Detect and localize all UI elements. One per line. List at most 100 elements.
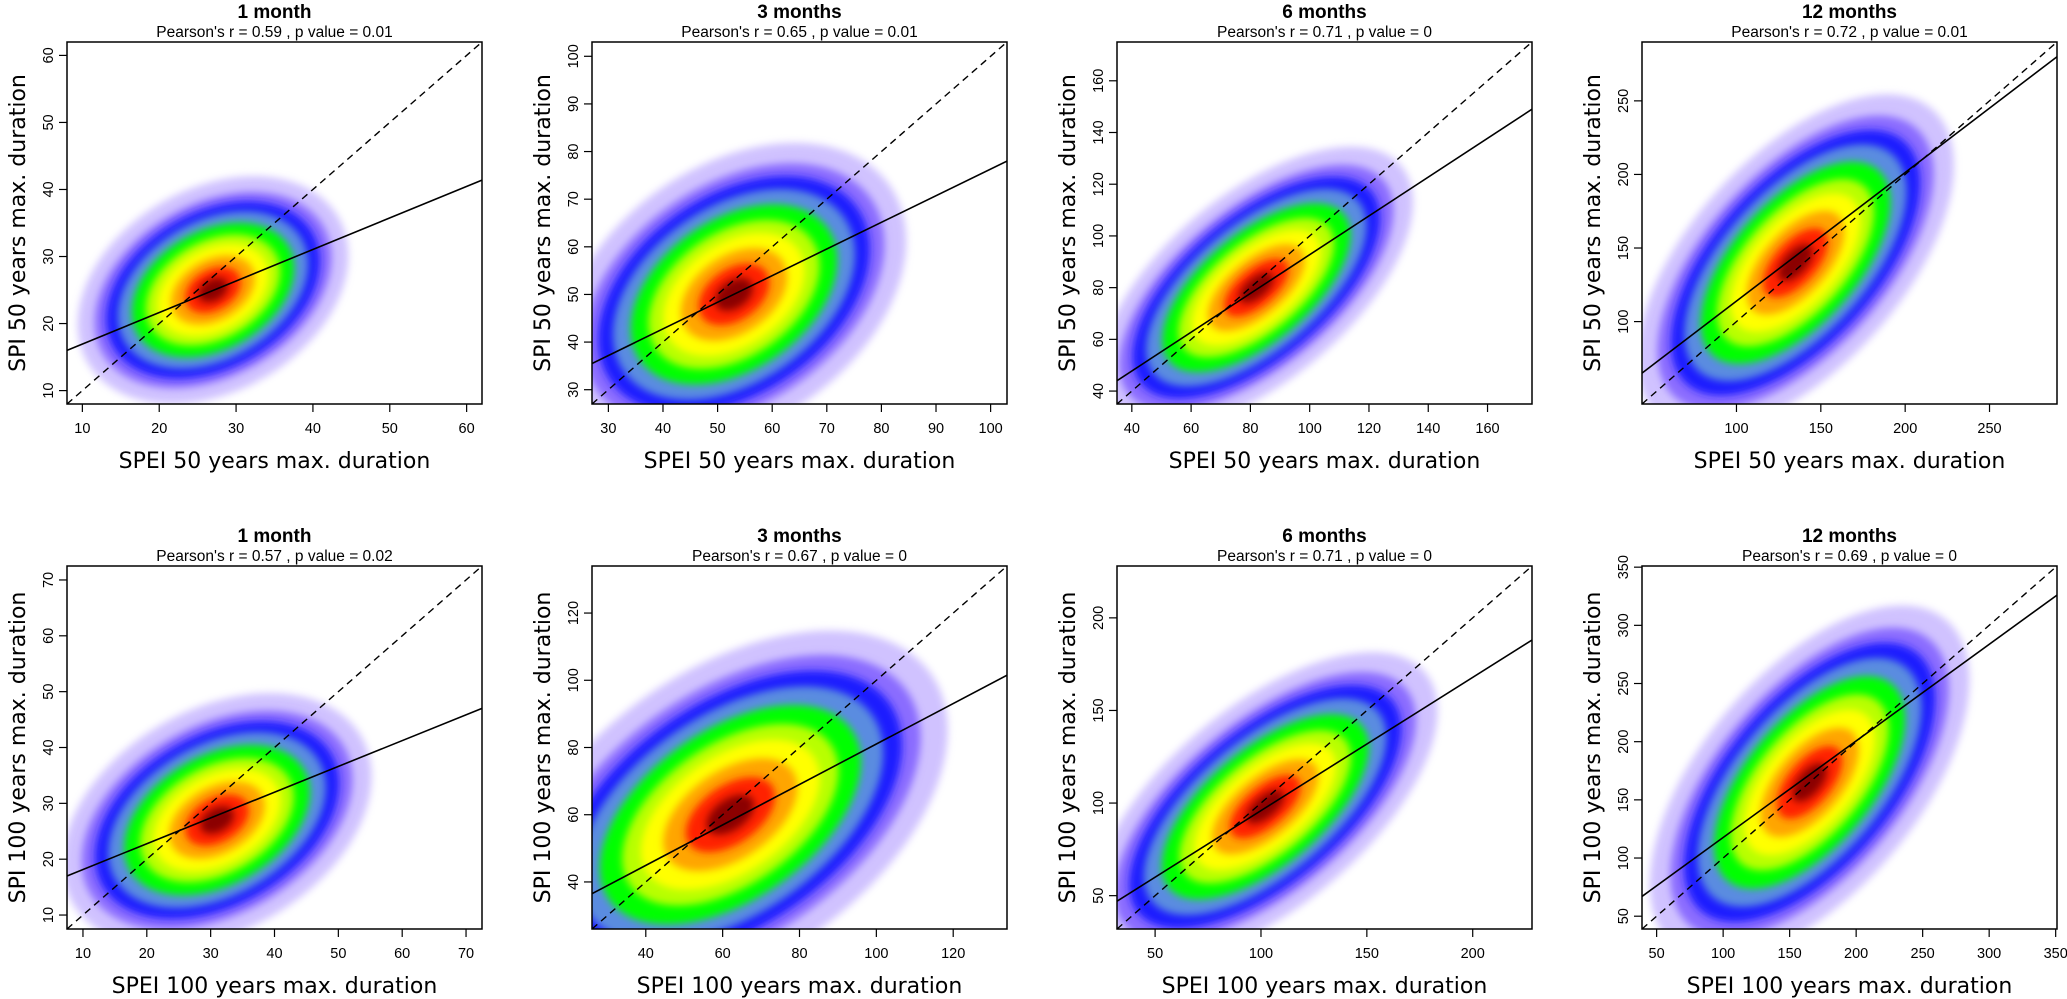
y-tick-label: 250 bbox=[1616, 89, 1632, 113]
regression-line bbox=[592, 160, 1007, 365]
y-tick-label: 50 bbox=[566, 286, 582, 302]
density-heatmap bbox=[1117, 652, 1438, 929]
x-tick-label: 20 bbox=[151, 421, 167, 437]
identity-line bbox=[1117, 42, 1532, 404]
x-tick-label: 350 bbox=[2044, 946, 2067, 962]
y-tick-label: 50 bbox=[1091, 888, 1107, 904]
identity-line bbox=[1642, 42, 2057, 404]
x-axis-label: SPEI 100 years max. duration bbox=[637, 974, 963, 999]
panel-100yr-6-months: 50 100 150 200 50 100 150 200 6 monthsPearson's … bbox=[1056, 526, 1533, 999]
panel-50yr-12-months: 100 150 200 250 100 150 200 250 12 monthsPearson… bbox=[1581, 2, 2058, 474]
x-tick-label: 200 bbox=[1893, 421, 1917, 437]
panel-title: 6 months bbox=[1282, 526, 1366, 547]
identity-line bbox=[592, 42, 1007, 404]
y-axis-label: SPI 50 years max. duration bbox=[6, 74, 31, 372]
y-tick-label: 10 bbox=[41, 383, 57, 399]
x-tick-label: 70 bbox=[458, 946, 474, 962]
x-tick-label: 90 bbox=[928, 421, 944, 437]
x-tick-label: 40 bbox=[638, 946, 654, 962]
x-tick-label: 200 bbox=[1844, 946, 1868, 962]
y-tick-label: 100 bbox=[1091, 224, 1107, 248]
x-axis-label: SPEI 50 years max. duration bbox=[119, 449, 431, 474]
x-tick-label: 20 bbox=[139, 946, 155, 962]
panel-subtitle: Pearson's r = 0.69 , p value = 0 bbox=[1742, 548, 1957, 565]
x-tick-label: 200 bbox=[1461, 946, 1485, 962]
y-tick-label: 200 bbox=[1091, 606, 1107, 630]
x-tick-label: 40 bbox=[266, 946, 282, 962]
y-tick-label: 60 bbox=[566, 807, 582, 823]
x-tick-label: 80 bbox=[873, 421, 889, 437]
panel-title: 3 months bbox=[757, 526, 841, 547]
identity-line bbox=[67, 566, 482, 929]
x-tick-label: 120 bbox=[941, 946, 965, 962]
y-tick-label: 10 bbox=[41, 907, 57, 923]
y-tick-label: 160 bbox=[1091, 69, 1107, 93]
x-axis-label: SPEI 100 years max. duration bbox=[112, 974, 438, 999]
x-tick-label: 10 bbox=[74, 421, 90, 437]
x-tick-label: 100 bbox=[1711, 946, 1735, 962]
x-tick-label: 40 bbox=[655, 421, 671, 437]
y-axis-label: SPI 50 years max. duration bbox=[1581, 74, 1606, 372]
panel-title: 1 month bbox=[238, 2, 312, 23]
y-tick-label: 70 bbox=[41, 572, 57, 588]
y-tick-label: 120 bbox=[1091, 172, 1107, 196]
regression-line bbox=[1117, 639, 1532, 902]
y-tick-label: 60 bbox=[41, 628, 57, 644]
y-axis-label: SPI 100 years max. duration bbox=[1581, 592, 1606, 904]
x-tick-label: 60 bbox=[459, 421, 475, 437]
x-tick-label: 60 bbox=[764, 421, 780, 437]
panel-title: 3 months bbox=[757, 2, 841, 23]
x-tick-label: 60 bbox=[715, 946, 731, 962]
y-tick-label: 40 bbox=[41, 181, 57, 197]
x-tick-label: 10 bbox=[75, 946, 91, 962]
x-axis-label: SPEI 50 years max. duration bbox=[1694, 449, 2006, 474]
plot-frame bbox=[1641, 41, 2058, 405]
plot-frame bbox=[591, 41, 1008, 405]
x-tick-label: 100 bbox=[979, 421, 1003, 437]
panel-title: 12 months bbox=[1802, 2, 1897, 23]
y-axis-label: SPI 50 years max. duration bbox=[1056, 74, 1081, 372]
y-tick-label: 50 bbox=[41, 684, 57, 700]
y-tick-label: 30 bbox=[41, 248, 57, 264]
density-level-dark-red bbox=[200, 806, 235, 834]
x-tick-label: 250 bbox=[1911, 946, 1935, 962]
y-tick-label: 40 bbox=[1091, 383, 1107, 399]
plot-frame bbox=[1641, 565, 2058, 930]
x-tick-label: 120 bbox=[1357, 421, 1381, 437]
y-axis-label: SPI 100 years max. duration bbox=[531, 592, 556, 904]
y-tick-label: 40 bbox=[41, 739, 57, 755]
x-tick-label: 100 bbox=[1724, 421, 1748, 437]
x-tick-label: 150 bbox=[1355, 946, 1379, 962]
x-tick-label: 60 bbox=[1183, 421, 1199, 437]
x-tick-label: 60 bbox=[394, 946, 410, 962]
density-heatmap bbox=[1642, 94, 1954, 404]
panel-50yr-3-months: 30 40 50 60 70 80 90 100 30 40 50 60 70 80 90 100 3 mont… bbox=[531, 2, 1008, 474]
panel-100yr-3-months: 40 60 80 100 120 40 60 80 100 120 3 monthsPearson'… bbox=[531, 526, 1008, 999]
y-axis-label: SPI 100 years max. duration bbox=[1056, 592, 1081, 904]
x-tick-label: 150 bbox=[1778, 946, 1802, 962]
x-tick-label: 50 bbox=[710, 421, 726, 437]
y-tick-label: 40 bbox=[566, 874, 582, 890]
panel-subtitle: Pearson's r = 0.67 , p value = 0 bbox=[692, 548, 907, 565]
y-tick-label: 100 bbox=[566, 44, 582, 68]
regression-line bbox=[1642, 594, 2057, 898]
y-tick-label: 200 bbox=[1616, 730, 1632, 754]
regression-line bbox=[67, 179, 482, 352]
y-tick-label: 50 bbox=[1616, 908, 1632, 924]
x-tick-label: 250 bbox=[1977, 421, 2001, 437]
plot-frame bbox=[66, 41, 483, 405]
y-tick-label: 100 bbox=[566, 668, 582, 692]
identity-line bbox=[1117, 566, 1532, 929]
panel-50yr-1-month: 10 20 30 40 50 60 10 20 30 40 50 60 1 monthPearson's… bbox=[6, 2, 483, 474]
y-tick-label: 80 bbox=[566, 143, 582, 159]
x-tick-label: 160 bbox=[1475, 421, 1499, 437]
y-tick-label: 150 bbox=[1616, 236, 1632, 260]
x-tick-label: 40 bbox=[1124, 421, 1140, 437]
x-tick-label: 30 bbox=[228, 421, 244, 437]
y-tick-label: 120 bbox=[566, 601, 582, 625]
identity-line bbox=[1642, 566, 2057, 929]
y-tick-label: 60 bbox=[566, 239, 582, 255]
y-tick-label: 70 bbox=[566, 191, 582, 207]
regression-line bbox=[1642, 56, 2057, 374]
